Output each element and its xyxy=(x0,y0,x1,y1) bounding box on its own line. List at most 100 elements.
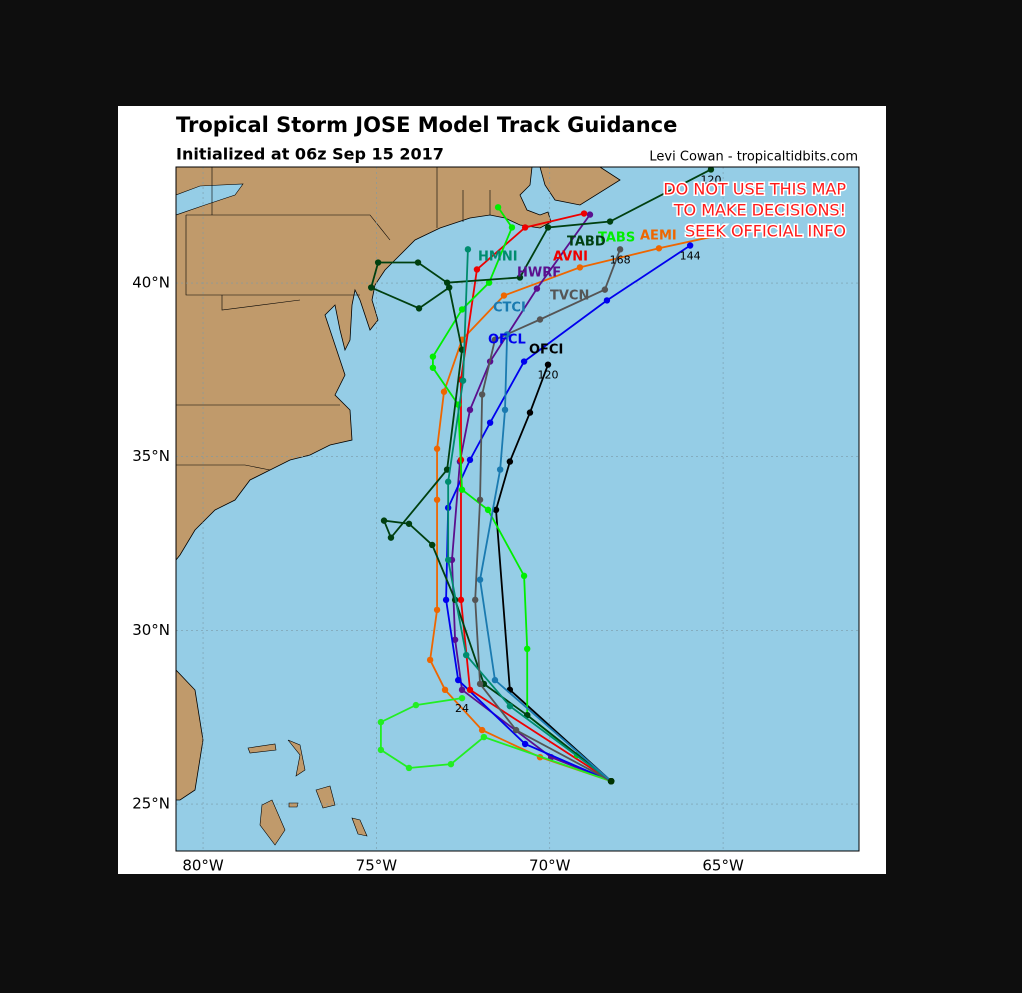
track-point xyxy=(374,259,382,266)
track-point xyxy=(458,694,466,702)
track-point xyxy=(464,246,472,253)
track-point xyxy=(521,740,529,748)
track-point xyxy=(473,266,481,273)
track-point xyxy=(521,224,529,231)
track-line xyxy=(479,334,612,782)
track-point xyxy=(444,556,452,564)
track-point xyxy=(476,576,484,583)
track-point xyxy=(544,224,552,231)
track-point xyxy=(508,224,516,231)
hour-label: 168 xyxy=(610,253,631,266)
track-point xyxy=(426,656,434,664)
track-point xyxy=(603,297,611,304)
track-point xyxy=(501,406,509,414)
subtitle: Initialized at 06z Sep 15 2017 xyxy=(176,145,444,164)
track-point xyxy=(451,636,459,643)
track-point xyxy=(485,279,493,286)
land xyxy=(176,167,552,561)
track-line xyxy=(432,206,612,782)
track-point xyxy=(601,286,609,293)
track-point xyxy=(446,284,453,291)
lat-tick-label: 40°N xyxy=(132,274,170,292)
track-point xyxy=(526,409,534,416)
track-point xyxy=(536,316,544,323)
track-point xyxy=(714,232,722,239)
track-point xyxy=(444,478,452,485)
ticks: 80°W 75°W 70°W 65°W 25°N 30°N 35°N 40°N xyxy=(132,274,744,875)
track-point xyxy=(476,680,484,688)
track-point xyxy=(412,701,420,709)
title: Tropical Storm JOSE Model Track Guidance xyxy=(176,113,677,137)
track-point xyxy=(455,676,462,684)
track-point xyxy=(607,777,615,785)
track-point xyxy=(433,496,441,503)
warning-line: SEEK OFFICIAL INFO xyxy=(685,222,846,241)
track-point xyxy=(380,517,388,524)
track-point xyxy=(441,686,449,694)
track-point xyxy=(616,246,624,253)
track-point xyxy=(387,534,395,541)
track-point xyxy=(478,726,486,734)
track-point xyxy=(524,645,531,653)
grid xyxy=(176,167,859,851)
track-point xyxy=(491,336,499,343)
track-point xyxy=(533,285,541,292)
track-point xyxy=(476,496,484,503)
track-point xyxy=(686,242,694,249)
track-point xyxy=(478,391,486,398)
track-point xyxy=(459,377,467,384)
track-point xyxy=(484,506,492,514)
track-point xyxy=(429,541,436,549)
track-point xyxy=(496,466,504,473)
track-point xyxy=(415,305,423,312)
lat-tick-label: 35°N xyxy=(132,447,170,465)
lat-tick-label: 25°N xyxy=(132,795,170,813)
track-point xyxy=(377,746,385,754)
track-point xyxy=(377,718,385,726)
track-point xyxy=(429,364,437,371)
model-label: HWRF xyxy=(517,266,561,281)
track-point xyxy=(414,259,422,266)
track-point xyxy=(466,456,474,464)
track-point xyxy=(442,596,450,604)
track-point xyxy=(429,353,437,360)
hour-label: 120 xyxy=(538,369,559,382)
track-point xyxy=(506,702,514,710)
track-point xyxy=(606,218,614,225)
track-point xyxy=(491,676,499,684)
track-point xyxy=(707,167,715,173)
track-line xyxy=(445,244,691,783)
warning-line: DO NOT USE THIS MAP xyxy=(663,180,846,199)
track-point xyxy=(458,306,466,313)
model-label: AVNI xyxy=(553,250,588,265)
model-label: OFCI xyxy=(529,343,563,358)
track-line xyxy=(474,249,621,782)
land-nova-scotia xyxy=(539,167,621,206)
track-point xyxy=(480,733,488,741)
track-point xyxy=(503,331,511,338)
hour-label: 144 xyxy=(680,250,701,263)
tracks xyxy=(367,167,722,785)
credit: Levi Cowan - tropicaltidbits.com xyxy=(649,150,858,165)
track-point xyxy=(466,686,474,694)
track-point xyxy=(492,506,500,514)
warning-line: TO MAKE DECISIONS! xyxy=(673,201,846,220)
great-lakes xyxy=(176,183,244,216)
track-point xyxy=(655,245,663,252)
lon-tick-label: 70°W xyxy=(529,857,571,875)
labels: OFCI 120 AEMI HWRF OFCL 144 AVNI TABS 24 TABD 120 H… xyxy=(455,173,721,715)
track-point xyxy=(440,388,448,395)
lon-tick-label: 80°W xyxy=(182,857,224,875)
florida xyxy=(176,669,204,801)
model-label: HMNI xyxy=(478,250,518,265)
track-point xyxy=(586,211,594,218)
hour-label: 24 xyxy=(455,702,469,715)
lat-tick-label: 30°N xyxy=(132,621,170,639)
track-point xyxy=(494,204,502,211)
hour-label: 120 xyxy=(700,173,721,186)
track-line xyxy=(370,168,712,782)
track-point xyxy=(576,264,584,271)
track-line xyxy=(429,234,719,783)
track-point xyxy=(512,726,520,734)
